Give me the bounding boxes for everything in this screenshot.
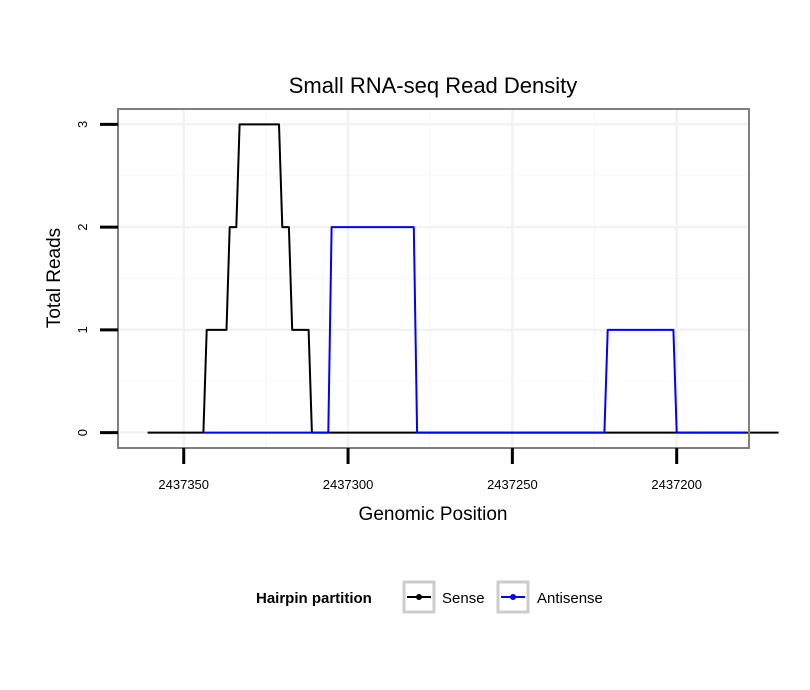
legend-item-sense: Sense: [402, 580, 485, 614]
y-tick-label: 2: [75, 223, 90, 230]
legend-label-sense: Sense: [442, 590, 485, 607]
legend-key-dot: [416, 594, 422, 600]
legend: Hairpin partition Sense Antisense: [256, 580, 603, 614]
series-line-sense: [147, 123, 779, 434]
y-axis-title: Total Reads: [44, 228, 65, 328]
y-axis: 0 1 2 3: [75, 121, 118, 436]
x-tick-label: 2437300: [323, 477, 374, 492]
y-tick-label: 1: [75, 326, 90, 333]
y-tick-label: 3: [75, 121, 90, 128]
legend-item-antisense: Antisense: [496, 580, 603, 614]
legend-label-antisense: Antisense: [537, 590, 603, 607]
series-line-antisense: [203, 226, 746, 434]
x-tick-label: 2437350: [158, 477, 209, 492]
x-tick-label: 2437250: [487, 477, 538, 492]
legend-title: Hairpin partition: [256, 590, 372, 607]
legend-key-box: [496, 580, 530, 614]
chart-title: Small RNA-seq Read Density: [289, 73, 578, 98]
panel-border: [117, 108, 750, 449]
x-axis-title: Genomic Position: [359, 504, 508, 525]
plot-area: [117, 108, 779, 449]
legend-key-dot: [510, 594, 516, 600]
y-tick-label: 0: [75, 429, 90, 436]
x-tick-label: 2437200: [651, 477, 702, 492]
series-layer: [147, 123, 779, 434]
x-axis: 2437350 2437300 2437250 2437200: [158, 448, 702, 492]
